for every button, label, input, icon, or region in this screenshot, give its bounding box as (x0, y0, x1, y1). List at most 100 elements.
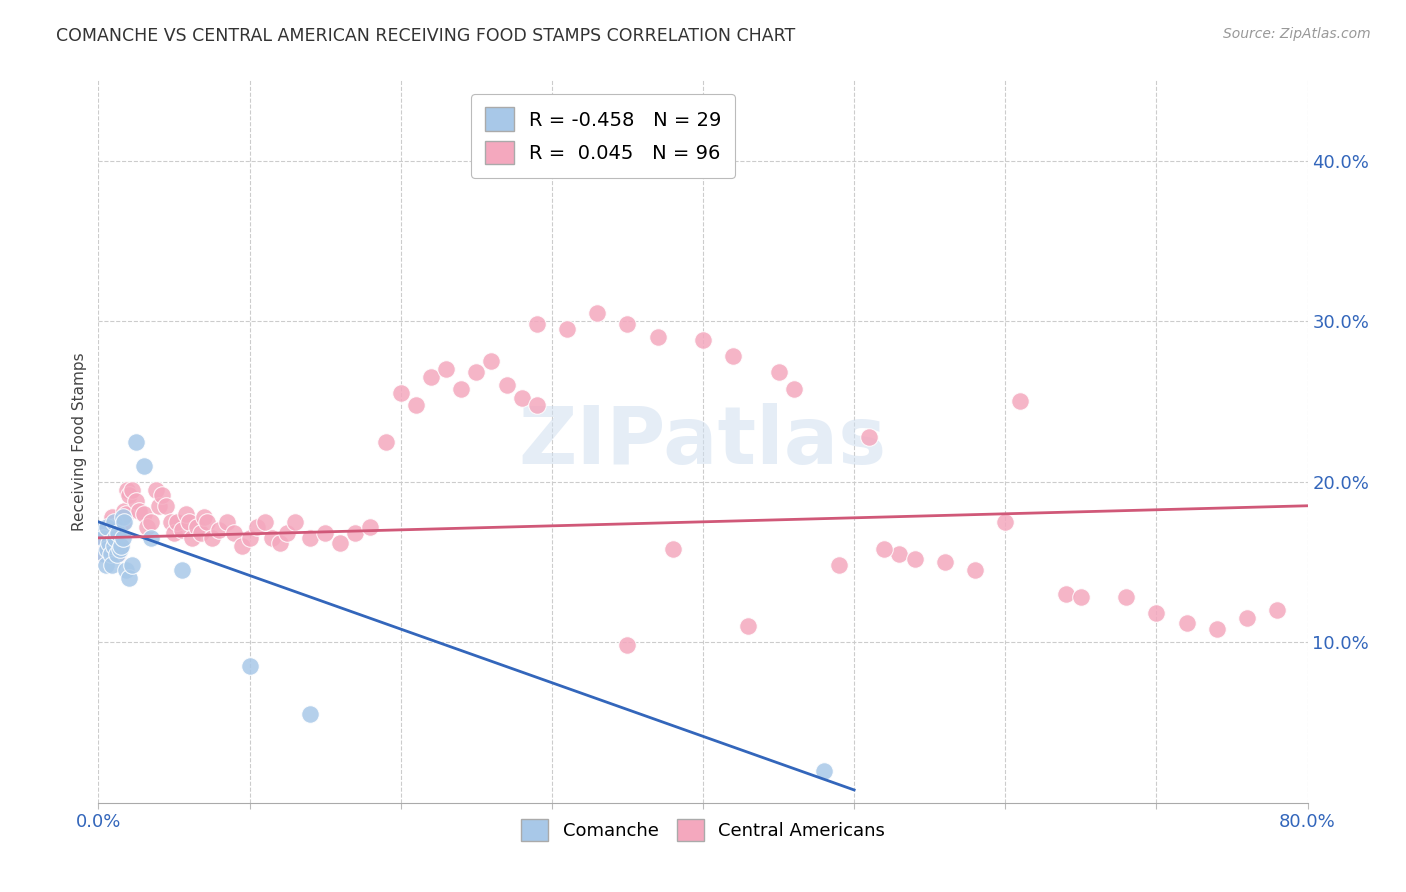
Point (692, 334, 714, 348)
Point (1070, 591, 1092, 605)
Point (94, 542, 117, 557)
Point (994, 515, 1017, 529)
Point (555, 322, 578, 336)
Point (965, 563, 987, 577)
Point (344, 526, 367, 541)
Point (112, 503, 135, 517)
Point (121, 558, 143, 573)
Point (90, 547, 112, 561)
Point (170, 563, 193, 577)
Point (90, 523, 112, 537)
Point (208, 523, 231, 537)
Point (450, 382, 472, 396)
Point (934, 555, 956, 569)
Point (96, 523, 118, 537)
Point (107, 547, 129, 561)
Point (105, 547, 128, 561)
Point (98, 531, 121, 545)
Y-axis label: Receiving Food Stamps: Receiving Food Stamps (72, 352, 87, 531)
Point (186, 519, 208, 533)
Point (253, 515, 276, 529)
Point (434, 362, 457, 376)
Point (873, 542, 896, 557)
Point (118, 487, 141, 501)
Point (111, 515, 134, 529)
Point (118, 571, 141, 585)
Point (163, 526, 186, 541)
Point (360, 519, 382, 533)
Point (190, 526, 212, 541)
Point (132, 507, 155, 521)
Point (246, 519, 269, 533)
Legend: Comanche, Central Americans: Comanche, Central Americans (513, 812, 893, 848)
Point (647, 330, 669, 344)
Point (299, 707, 322, 722)
Point (1236, 611, 1258, 625)
Point (904, 551, 927, 566)
Point (723, 350, 745, 364)
Point (105, 535, 128, 549)
Point (101, 558, 124, 573)
Point (858, 430, 880, 444)
Point (160, 515, 183, 529)
Point (93, 547, 115, 561)
Point (661, 542, 683, 557)
Text: Source: ZipAtlas.com: Source: ZipAtlas.com (1223, 27, 1371, 41)
Point (114, 563, 136, 577)
Point (110, 539, 132, 553)
Point (616, 318, 638, 332)
Point (420, 370, 443, 384)
Point (103, 539, 125, 553)
Point (1144, 607, 1167, 621)
Point (108, 542, 131, 557)
Text: COMANCHE VS CENTRAL AMERICAN RECEIVING FOOD STAMPS CORRELATION CHART: COMANCHE VS CENTRAL AMERICAN RECEIVING F… (56, 27, 796, 45)
Point (170, 523, 193, 537)
Point (108, 526, 131, 541)
Point (526, 318, 548, 332)
Point (100, 515, 122, 529)
Point (405, 398, 427, 412)
Point (101, 510, 124, 524)
Point (299, 531, 322, 545)
Point (828, 558, 851, 573)
Point (215, 515, 238, 529)
Point (111, 510, 134, 524)
Point (110, 539, 132, 553)
Point (100, 547, 122, 561)
Point (121, 483, 143, 497)
Point (239, 659, 262, 673)
Point (195, 515, 218, 529)
Point (181, 531, 204, 545)
Point (103, 515, 125, 529)
Text: ZIPatlas: ZIPatlas (519, 402, 887, 481)
Point (231, 539, 253, 553)
Point (128, 503, 150, 517)
Point (111, 531, 134, 545)
Point (813, 764, 835, 778)
Point (179, 515, 201, 529)
Point (125, 434, 148, 449)
Point (314, 526, 336, 541)
Point (104, 539, 127, 553)
Point (155, 499, 177, 513)
Point (112, 515, 135, 529)
Point (107, 526, 129, 541)
Point (329, 535, 352, 549)
Point (783, 382, 806, 396)
Point (94, 558, 117, 573)
Point (166, 515, 188, 529)
Point (495, 378, 517, 392)
Point (465, 366, 488, 380)
Point (114, 507, 136, 521)
Point (284, 515, 307, 529)
Point (93, 535, 115, 549)
Point (150, 487, 173, 501)
Point (148, 499, 170, 513)
Point (135, 519, 157, 533)
Point (276, 526, 298, 541)
Point (132, 458, 155, 473)
Point (481, 354, 503, 368)
Point (1054, 587, 1077, 601)
Point (262, 531, 284, 545)
Point (141, 515, 163, 529)
